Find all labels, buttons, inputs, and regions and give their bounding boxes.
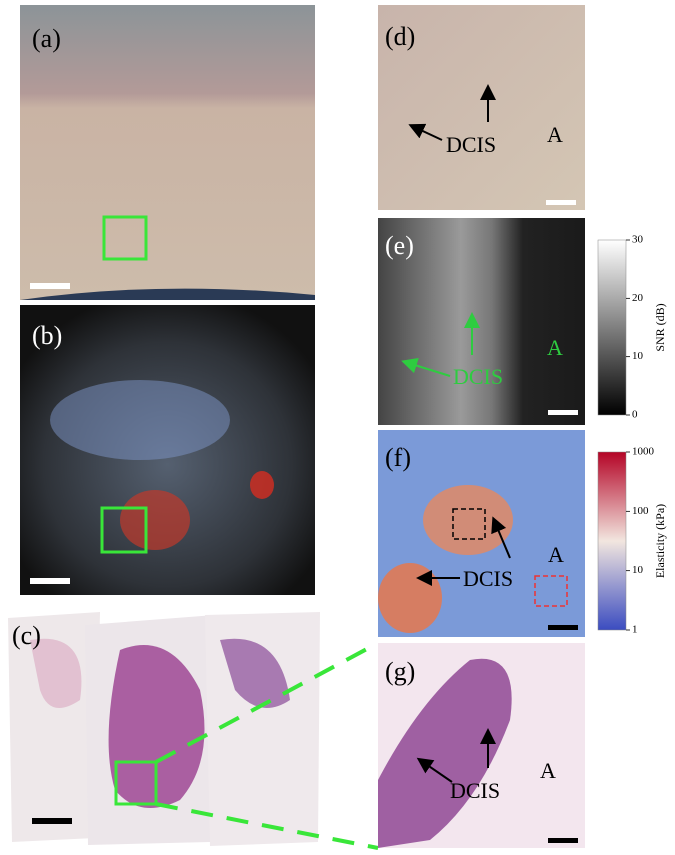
annotation: DCIS [453,364,503,389]
annotation: A [548,542,564,567]
tick-label: 1 [632,624,638,636]
panel-label: (g) [385,657,415,686]
annotation: DCIS [450,778,500,803]
annotation: DCIS [463,566,513,591]
annotation: DCIS [446,132,496,157]
panel-g: DCIS A (g) [378,643,585,848]
scale-bar [30,283,70,289]
panel-c: (c) [8,612,378,848]
panel-label: (d) [385,22,415,51]
texture [423,485,513,555]
tick-label: 0 [632,409,638,421]
panel-f: DCIS A (f) [378,430,585,637]
figure: (a) (b) (c) DCIS A (d) DCIS A (e) DCIS A… [0,0,675,850]
annotation: A [547,122,563,147]
texture [250,471,274,499]
texture [120,490,190,550]
panel-label: (e) [385,231,414,260]
scale-bar [548,410,578,415]
tick-label: 20 [632,292,644,304]
colorbar [598,452,626,630]
colorbar-title: SNR (dB) [653,303,667,351]
tick-label: 30 [632,234,644,246]
scale-bar [32,818,72,824]
panel-b: (b) [20,305,315,595]
scale-bar [548,625,578,630]
scale-bar [546,200,576,205]
panel-label: (a) [32,24,61,53]
tick-label: 10 [632,564,644,576]
scale-bar [548,838,578,843]
texture [378,563,442,633]
photo [20,5,315,300]
tick-label: 1000 [632,446,655,458]
annotation: A [547,335,563,360]
panel-d: DCIS A (d) [378,5,585,210]
scale-bar [30,578,70,584]
tick-label: 10 [632,350,644,362]
panel-e: DCIS A (e) [378,218,585,425]
colorbar [598,240,626,415]
panel-a: (a) [20,5,315,300]
colorbar-title: Elasticity (kPa) [653,504,667,578]
texture [50,380,230,460]
annotation: A [540,758,556,783]
panel-label: (f) [385,443,411,472]
panel-label: (b) [32,321,62,350]
tick-label: 100 [632,505,649,517]
panel-label: (c) [12,621,41,650]
